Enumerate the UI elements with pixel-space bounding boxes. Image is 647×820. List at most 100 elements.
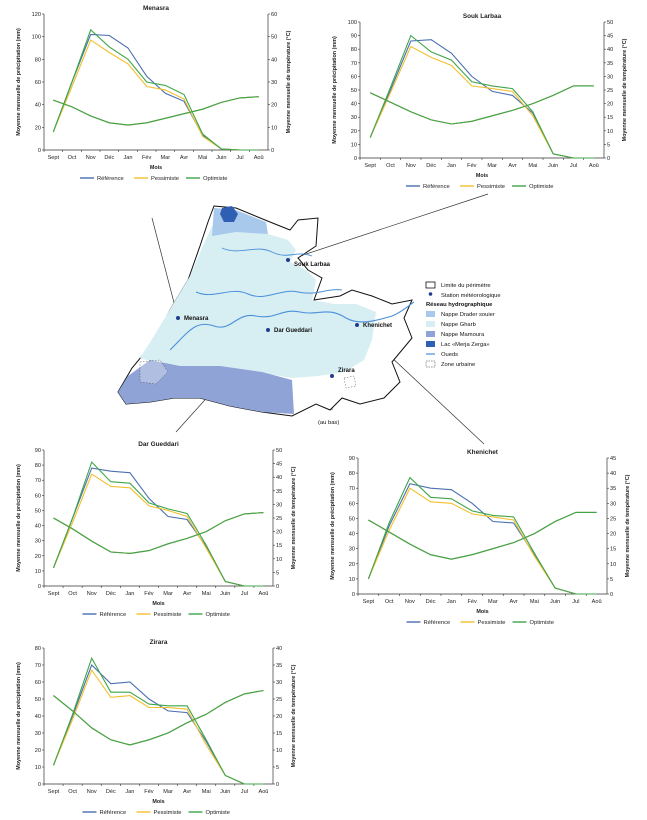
- y-axis-label-right: Moyenne mensuelle de température (°C): [622, 38, 628, 141]
- x-tick-label: Mar: [163, 789, 173, 795]
- x-tick-label: Avr: [183, 591, 191, 597]
- legend-station-label: Station météorologique: [441, 293, 501, 299]
- y-tick-label: 10: [351, 142, 357, 148]
- urban-zone-1: [139, 359, 169, 385]
- x-tick-label: Mar: [163, 591, 173, 597]
- y-axis-label-left: Moyenne mensuelle de précipitation (mm): [332, 36, 338, 144]
- y-tick-label: 80: [35, 646, 41, 652]
- y-tick-label: 90: [349, 456, 355, 462]
- legend-lac-swatch: [426, 341, 435, 347]
- oued-beht: [195, 289, 343, 297]
- y-axis-label-right: Moyenne mensuelle de température (°C): [291, 664, 297, 767]
- x-tick-label: Aoû: [589, 163, 599, 169]
- y-tick-label: 100: [32, 35, 41, 41]
- x-tick-label: Avr: [183, 789, 191, 795]
- y-tick-label: 50: [351, 88, 357, 94]
- y2-tick-label: 5: [607, 142, 610, 148]
- y2-tick-label: 5: [276, 765, 279, 771]
- y-tick-label: 0: [354, 156, 357, 162]
- y-tick-label: 40: [351, 102, 357, 108]
- x-tick-label: Déc: [106, 591, 116, 597]
- x-tick-label: Déc: [426, 163, 436, 169]
- x-tick-label: Mai: [198, 155, 207, 161]
- series-optimiste-precipitation-line: [52, 461, 264, 587]
- y-tick-label: 10: [35, 569, 41, 575]
- y2-tick-label: 10: [610, 562, 616, 568]
- y2-tick-label: 35: [276, 663, 282, 669]
- x-tick-label: Juin: [216, 155, 226, 161]
- y2-tick-label: 0: [271, 148, 274, 154]
- y-tick-label: 20: [35, 554, 41, 560]
- label-menasra: Menasra: [184, 316, 209, 322]
- x-tick-label: Juin: [550, 599, 560, 605]
- legend-label-pessimiste: Pessimiste: [478, 620, 506, 626]
- chart-dar-gueddari-svg: Dar Gueddari 0 10 20 30 40 50 60 70 80 90 0 5 10 15 20 2…: [16, 441, 297, 618]
- y2-tick-label: 0: [276, 584, 279, 590]
- y2-tick-label: 20: [271, 103, 277, 109]
- y2-tick-label: 45: [276, 462, 282, 468]
- legend-label-pessimiste: Pessimiste: [151, 176, 179, 182]
- chart-khenichet-svg: Khenichet 0 10 20 30 40 50 60 70 80 90 0 5 10 15 20 25 30…: [330, 449, 631, 626]
- y-tick-label: 60: [351, 74, 357, 80]
- y2-tick-label: 35: [610, 486, 616, 492]
- y2-tick-label: 0: [610, 592, 613, 598]
- y2-tick-label: 15: [610, 547, 616, 553]
- y2-tick-label: 20: [610, 532, 616, 538]
- series-pessimiste-precipitation-line: [52, 473, 264, 587]
- legend-label-pessimiste: Pessimiste: [154, 612, 182, 618]
- legend-urbaine-swatch: [425, 360, 436, 368]
- x-axis-label: Mois: [476, 173, 488, 179]
- connector-khenichet: [356, 324, 485, 445]
- y-tick-label: 20: [35, 748, 41, 754]
- chart-souk-larbaa: Souk Larbaa 0 10 20 30 40 50 60 70 80 90 100 0 5 10 15 2…: [320, 10, 640, 195]
- x-tick-label: Juin: [548, 163, 558, 169]
- x-axis-label: Mois: [152, 601, 164, 607]
- legend-label-reférence: Référence: [100, 810, 127, 816]
- y2-tick-label: 40: [276, 646, 282, 652]
- y-tick-label: 40: [349, 532, 355, 538]
- y-tick-label: 40: [35, 103, 41, 109]
- x-tick-label: Déc: [106, 789, 116, 795]
- x-tick-label: Mai: [202, 591, 211, 597]
- chart-title: Zirara: [150, 639, 168, 646]
- x-tick-label: Nov: [87, 591, 97, 597]
- y-tick-label: 70: [35, 663, 41, 669]
- legend-label-reférence: Référence: [423, 184, 450, 190]
- y2-tick-label: 30: [276, 502, 282, 508]
- y2-tick-label: 0: [607, 156, 610, 162]
- series-optimiste-temperature-line: [53, 512, 264, 554]
- x-tick-label: Mai: [528, 163, 537, 169]
- x-tick-label: Sept: [363, 599, 375, 605]
- x-tick-label: Sept: [364, 163, 376, 169]
- legend-reseau-label: Réseau hydrographique: [426, 302, 493, 308]
- x-tick-label: Oct: [68, 789, 77, 795]
- series-optimiste-precipitation-line: [52, 656, 264, 785]
- y-tick-label: 0: [38, 782, 41, 788]
- series-optimiste-temperature-line: [369, 85, 594, 125]
- y-axis-label-right: Moyenne mensuelle de température (°C): [286, 30, 292, 133]
- nappe-mamoura: [118, 360, 294, 414]
- x-tick-label: Avr: [180, 155, 188, 161]
- perimeter-outline: [117, 205, 413, 417]
- x-tick-label: Fév: [144, 591, 154, 597]
- x-axis-label: Mois: [152, 799, 164, 805]
- legend-label-reférence: Référence: [424, 620, 451, 626]
- y-tick-label: 60: [349, 501, 355, 507]
- legend-label-optimiste: Optimiste: [203, 176, 227, 182]
- legend-label-optimiste: Optimiste: [529, 184, 553, 190]
- series-optimiste-precipitation-line: [369, 34, 594, 159]
- y-tick-label: 60: [35, 80, 41, 86]
- y2-tick-label: 45: [607, 34, 613, 40]
- y2-tick-label: 20: [607, 102, 613, 108]
- x-tick-label: Avr: [509, 599, 517, 605]
- y2-tick-label: 10: [271, 125, 277, 131]
- y2-tick-label: 5: [276, 570, 279, 576]
- y-tick-label: 90: [351, 34, 357, 40]
- chart-zirara: Zirara 0 10 20 30 40 50 60 70 80 0 5 10 15 20 25 30 35 40 S…: [4, 636, 309, 816]
- label-khenichet: Khenichet: [363, 323, 392, 329]
- chart-title: Khenichet: [467, 449, 499, 456]
- x-tick-label: Sept: [48, 591, 60, 597]
- y-tick-label: 40: [35, 524, 41, 530]
- chart-title: Dar Gueddari: [138, 441, 179, 448]
- y-tick-label: 80: [349, 471, 355, 477]
